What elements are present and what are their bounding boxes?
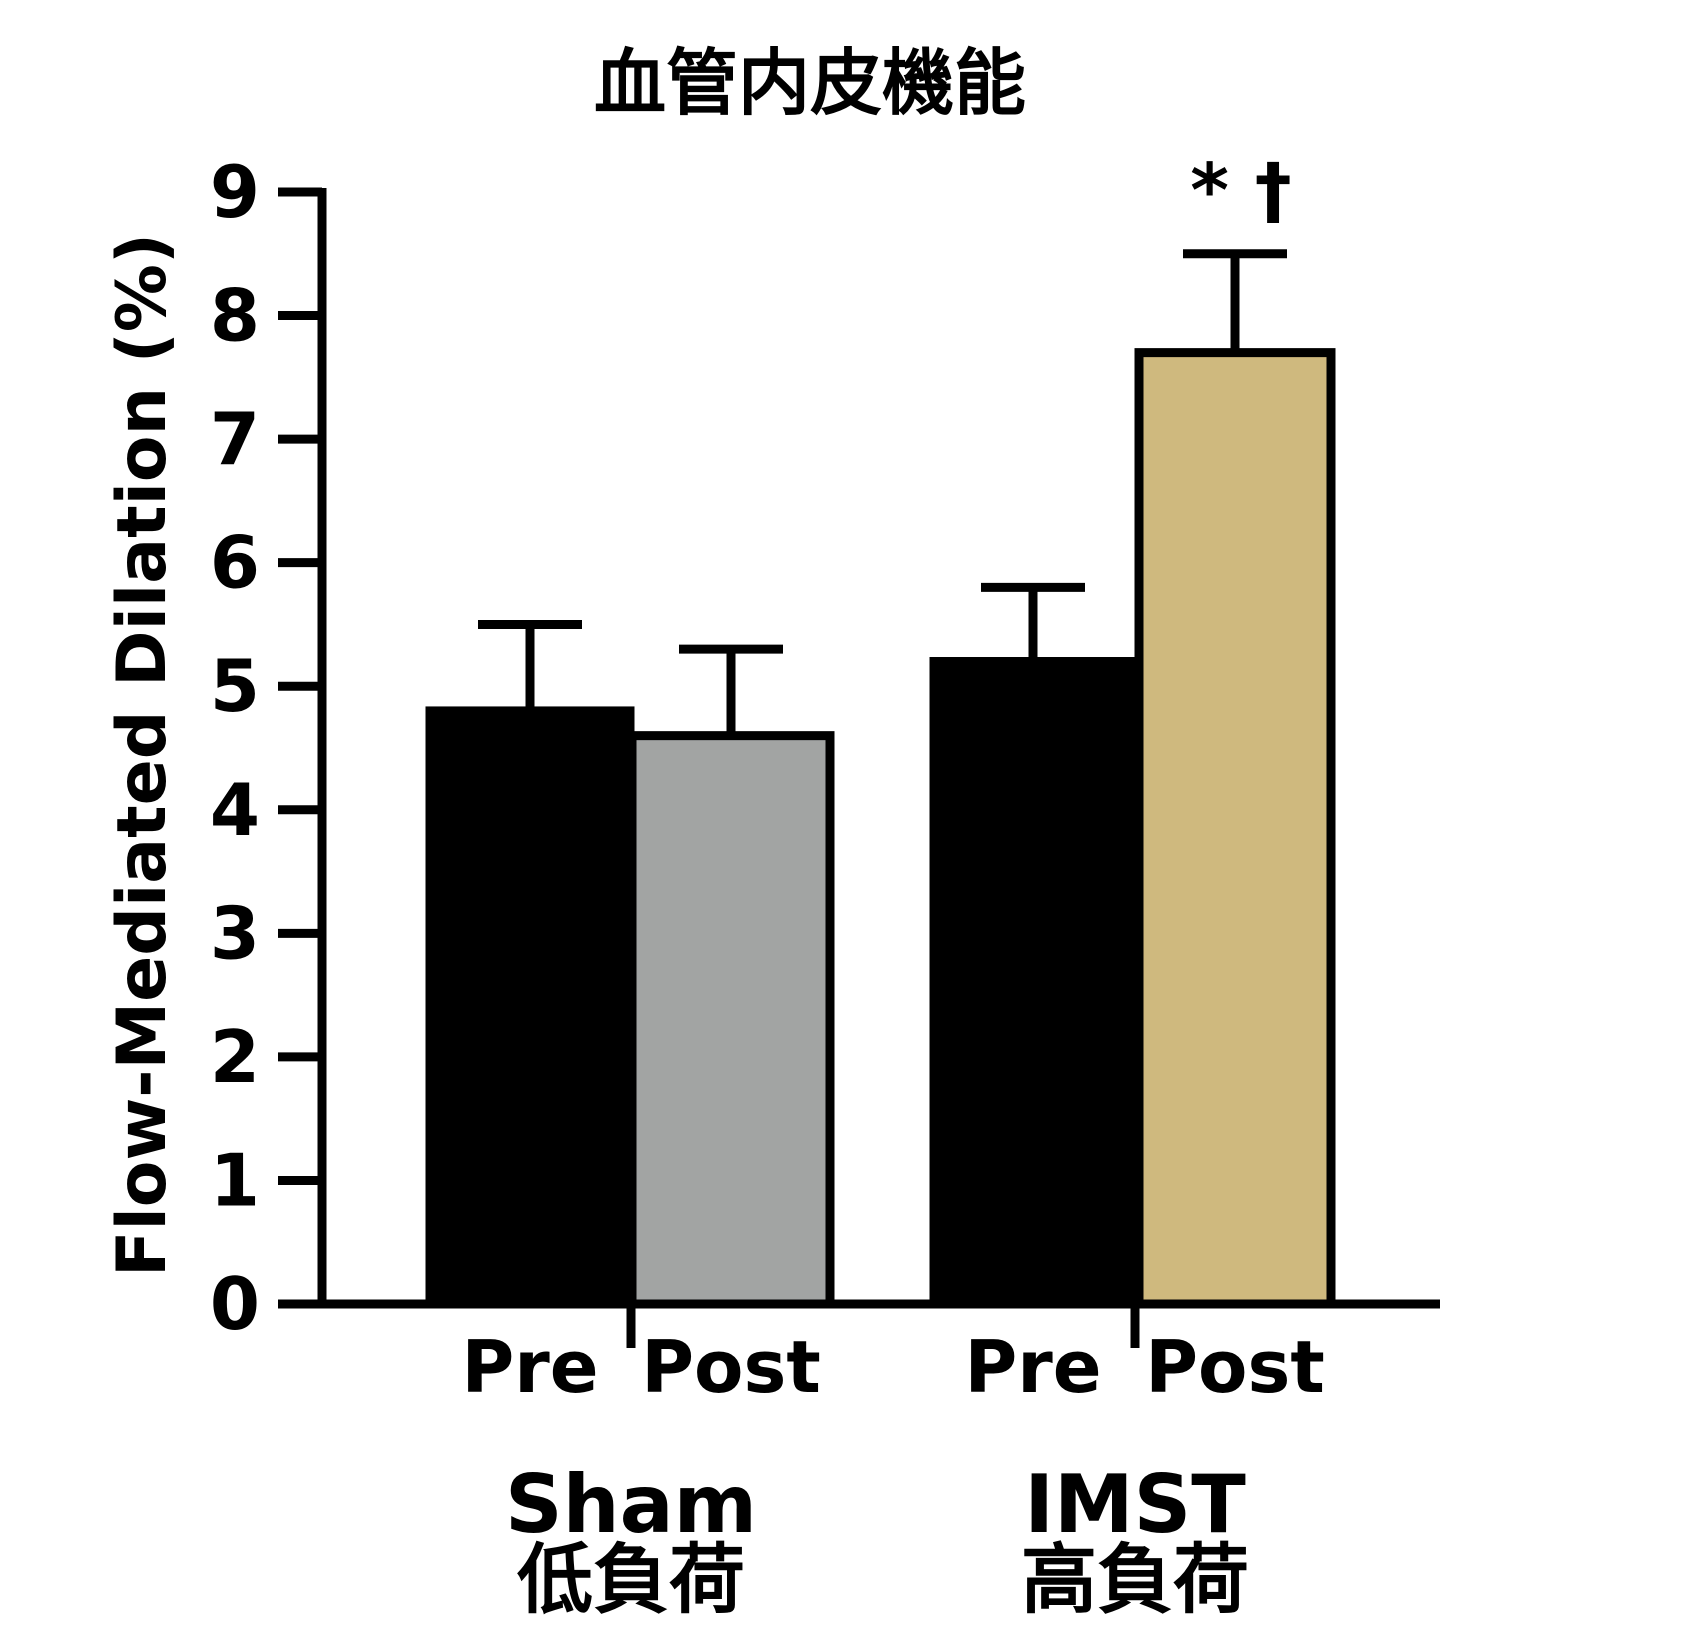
- x-tick-label: Pre: [461, 1325, 598, 1409]
- bar-post: [627, 731, 835, 1309]
- y-tick-label: 0: [210, 1262, 260, 1346]
- significance-annotation: * †: [1190, 148, 1291, 234]
- bar-pre: [929, 657, 1137, 1309]
- axes: [278, 188, 1440, 1348]
- group-label: Sham: [505, 1458, 757, 1551]
- y-tick-label: 1: [210, 1138, 260, 1222]
- y-tick-label: 5: [210, 644, 260, 728]
- y-tick-label: 2: [210, 1015, 260, 1099]
- bar-post: [1134, 348, 1336, 1309]
- y-axis-label: Flow-Mediated Dilation (%): [103, 233, 182, 1277]
- chart-title: 血管内皮機能: [594, 41, 1026, 125]
- y-tick-label: 7: [210, 397, 260, 481]
- y-tick-label: 8: [210, 274, 260, 358]
- y-tick-label: 9: [210, 150, 260, 234]
- bar-pre: [425, 706, 635, 1309]
- y-tick-label: 4: [210, 768, 260, 852]
- x-tick-label: Pre: [964, 1325, 1101, 1409]
- y-tick-label: 6: [210, 521, 260, 605]
- x-tick-label: Post: [1145, 1325, 1325, 1409]
- y-tick-label: 3: [210, 891, 260, 975]
- group-subtitle: 低負荷: [517, 1535, 745, 1624]
- group-subtitle: 高負荷: [1021, 1535, 1249, 1624]
- bars: * †: [425, 148, 1336, 1309]
- group-label: IMST: [1024, 1458, 1246, 1551]
- x-tick-label: Post: [641, 1325, 821, 1409]
- y-axis: 0 1 2 3 4 5 6 7 8 9: [210, 150, 322, 1346]
